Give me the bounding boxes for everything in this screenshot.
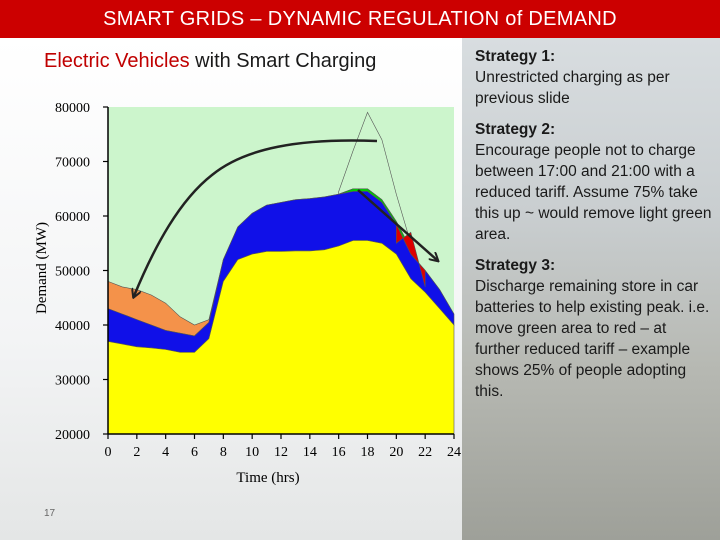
- y-tick-label: 80000: [55, 101, 90, 116]
- x-tick-label: 20: [389, 445, 403, 460]
- strategy-list: Strategy 1: Unrestricted charging as per…: [475, 46, 715, 412]
- y-tick-label: 40000: [55, 319, 90, 334]
- strategy-1-title: Strategy 1:: [475, 48, 556, 65]
- x-axis-title: Time (hrs): [236, 470, 299, 486]
- strategy-3-text: Discharge remaining store in car batteri…: [475, 278, 710, 400]
- x-tick-label: 10: [245, 445, 259, 460]
- x-tick-label: 2: [133, 445, 140, 460]
- chart-annotations: [134, 139, 437, 296]
- snow-background-image: [462, 38, 720, 540]
- strategy-1-text: Unrestricted charging as per previous sl…: [475, 69, 670, 107]
- strategy-2-title: Strategy 2:: [475, 121, 556, 138]
- x-ticks: 0 2 4 6 8 10 12 14 16 18 20 22 24: [105, 434, 461, 460]
- strategy-2-text: Encourage people not to charge between 1…: [475, 142, 712, 243]
- y-tick-label: 60000: [55, 210, 90, 225]
- x-tick-label: 6: [191, 445, 198, 460]
- strategy-2: Strategy 2: Encourage people not to char…: [475, 119, 715, 245]
- strategy-3-title: Strategy 3:: [475, 257, 556, 274]
- y-tick-label: 50000: [55, 265, 90, 280]
- shift-arrow-down: [357, 189, 437, 260]
- y-tick-label: 30000: [55, 374, 90, 389]
- slide-title: SMART GRIDS – DYNAMIC REGULATION of DEMA…: [0, 0, 720, 38]
- x-tick-label: 22: [418, 445, 432, 460]
- x-tick-label: 0: [105, 445, 112, 460]
- y-tick-label: 70000: [55, 156, 90, 171]
- x-tick-label: 18: [361, 445, 375, 460]
- y-axis-title: Demand (MW): [34, 222, 50, 314]
- y-ticks: 20000 30000 40000 50000 60000 70000 80000: [55, 101, 108, 443]
- subtitle-highlight: Electric Vehicles: [44, 50, 190, 72]
- x-tick-label: 14: [303, 445, 317, 460]
- strategy-3: Strategy 3: Discharge remaining store in…: [475, 255, 715, 402]
- page-number: 17: [44, 508, 56, 519]
- x-tick-label: 4: [162, 445, 169, 460]
- subtitle-rest: with Smart Charging: [189, 50, 377, 72]
- chart-areas: [107, 111, 455, 435]
- shift-arrow-left: [134, 139, 378, 296]
- strategy-1: Strategy 1: Unrestricted charging as per…: [475, 46, 715, 109]
- x-tick-label: 24: [447, 445, 461, 460]
- x-tick-label: 16: [332, 445, 346, 460]
- x-tick-label: 12: [274, 445, 288, 460]
- chart-subtitle: Electric Vehicles with Smart Charging: [44, 50, 376, 73]
- y-tick-label: 20000: [55, 428, 90, 443]
- x-tick-label: 8: [220, 445, 227, 460]
